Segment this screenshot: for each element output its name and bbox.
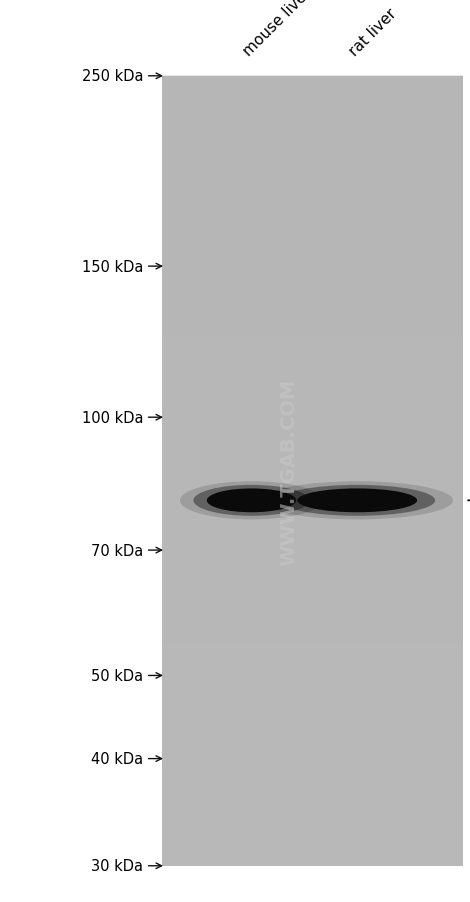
Text: 100 kDa: 100 kDa: [82, 410, 143, 425]
Text: WWW.TGAB.COM: WWW.TGAB.COM: [280, 378, 298, 565]
Text: 30 kDa: 30 kDa: [91, 859, 143, 873]
Ellipse shape: [180, 482, 323, 520]
Bar: [162, 77, 463, 866]
Text: 50 kDa: 50 kDa: [91, 668, 143, 683]
Ellipse shape: [297, 489, 417, 512]
Text: 150 kDa: 150 kDa: [82, 260, 143, 274]
Text: 250 kDa: 250 kDa: [82, 69, 143, 84]
Ellipse shape: [207, 489, 296, 512]
Text: 70 kDa: 70 kDa: [91, 543, 143, 558]
Text: rat liver: rat liver: [346, 5, 400, 59]
Ellipse shape: [279, 485, 435, 516]
Text: 40 kDa: 40 kDa: [91, 751, 143, 766]
Ellipse shape: [261, 482, 453, 520]
Ellipse shape: [194, 485, 309, 516]
Text: mouse liver: mouse liver: [241, 0, 315, 59]
